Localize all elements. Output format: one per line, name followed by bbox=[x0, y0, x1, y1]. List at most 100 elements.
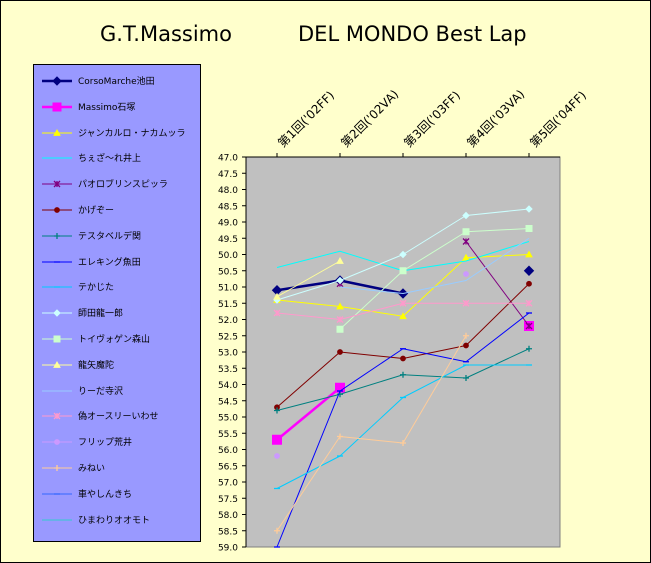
y-tick-label: 47.5 bbox=[218, 170, 238, 180]
y-tick-label: 49.5 bbox=[218, 235, 238, 245]
legend-label: 車やしんきち bbox=[78, 489, 133, 500]
legend-swatch-marker bbox=[54, 465, 60, 471]
y-tick-label: 57.0 bbox=[218, 479, 238, 489]
data-point bbox=[525, 205, 533, 213]
y-tick-label: 47.0 bbox=[218, 154, 238, 164]
data-point bbox=[462, 253, 470, 261]
legend-swatch bbox=[42, 465, 72, 471]
y-tick-label: 50.0 bbox=[218, 251, 238, 261]
legend-swatch bbox=[42, 335, 72, 343]
x-tick-label: 第5回('04FF) bbox=[527, 88, 589, 150]
plot-area bbox=[245, 156, 561, 548]
data-point bbox=[400, 440, 406, 446]
data-point bbox=[523, 265, 535, 276]
data-point bbox=[336, 276, 344, 285]
x-tick-label: 第4回('03VA) bbox=[464, 87, 527, 150]
y-tick-label: 54.5 bbox=[218, 397, 238, 407]
data-point bbox=[336, 256, 344, 264]
data-point bbox=[463, 375, 469, 381]
data-point bbox=[525, 225, 533, 232]
data-point bbox=[336, 316, 344, 323]
data-point bbox=[400, 371, 406, 378]
data-point bbox=[273, 292, 281, 300]
legend-label: エレキング魚田 bbox=[78, 257, 141, 268]
legend-swatch-marker bbox=[53, 412, 61, 420]
legend-item: トイヴォゲン森山 bbox=[34, 329, 200, 349]
y-tick-label: 51.5 bbox=[218, 300, 238, 310]
legend-label: テかじた bbox=[78, 283, 115, 294]
legend-label: 龍矢魔陀 bbox=[78, 360, 115, 371]
series-line bbox=[276, 386, 341, 441]
data-point bbox=[525, 250, 533, 258]
series-line bbox=[276, 335, 467, 532]
legend-item: ひまわりオオモト bbox=[34, 510, 200, 530]
legend-swatch-marker bbox=[53, 309, 61, 317]
y-tick-label: 55.0 bbox=[218, 414, 238, 424]
legend-item: りーだ寺沢 bbox=[34, 381, 200, 401]
y-tick-label: 58.5 bbox=[218, 527, 238, 537]
y-tick-label: 53.5 bbox=[218, 365, 238, 375]
data-point bbox=[400, 355, 406, 362]
y-tick-label: 56.0 bbox=[218, 446, 238, 456]
legend-swatch bbox=[42, 519, 72, 521]
legend-swatch-marker bbox=[53, 335, 61, 343]
data-point bbox=[336, 325, 344, 333]
x-tick-label: 第1回('02FF) bbox=[275, 88, 337, 150]
data-point bbox=[399, 299, 407, 307]
legend-label: ひまわりオオモト bbox=[78, 515, 151, 526]
series-line bbox=[339, 237, 530, 294]
y-tick-label: 51.0 bbox=[218, 284, 238, 294]
data-point bbox=[399, 267, 407, 275]
legend-swatch-marker bbox=[53, 128, 61, 136]
legend-item: テかじた bbox=[34, 277, 200, 297]
legend-label: 偽オースリーいわせ bbox=[78, 412, 159, 423]
data-point bbox=[462, 211, 470, 220]
legend-label: みねい bbox=[78, 464, 106, 474]
series-line bbox=[276, 260, 341, 298]
y-tick-label: 55.5 bbox=[218, 430, 238, 440]
legend-label: 師田龍一郎 bbox=[78, 309, 124, 320]
legend-item: 偽オースリーいわせ bbox=[34, 406, 200, 426]
legend-item: CorsoMarche池田 bbox=[34, 71, 200, 91]
legend-item: みねい bbox=[34, 458, 200, 478]
y-tick-label: 52.5 bbox=[218, 332, 238, 342]
legend-label: ちぇざ～れ井上 bbox=[78, 154, 142, 165]
y-tick-label: 53.0 bbox=[218, 349, 238, 359]
data-point bbox=[399, 250, 407, 259]
legend-swatch bbox=[42, 76, 72, 86]
y-tick-label: 48.5 bbox=[218, 202, 238, 212]
y-tick-label: 52.0 bbox=[218, 316, 238, 326]
legend-swatch bbox=[42, 260, 72, 263]
legend-item: 龍矢魔陀 bbox=[34, 355, 200, 375]
chart-title-left: G.T.Massimo bbox=[100, 22, 232, 46]
data-point bbox=[336, 302, 344, 310]
legend-swatch bbox=[42, 309, 72, 317]
legend-item: パオロブリンスピッラ bbox=[34, 174, 200, 194]
legend-swatch bbox=[42, 493, 72, 495]
y-tick-label: 48.0 bbox=[218, 186, 238, 196]
data-point bbox=[337, 433, 343, 440]
data-point bbox=[274, 527, 280, 534]
y-tick-label: 56.5 bbox=[218, 462, 238, 472]
y-tick-label: 57.5 bbox=[218, 495, 238, 505]
data-point bbox=[463, 332, 469, 339]
legend-item: エレキング魚田 bbox=[34, 252, 200, 272]
legend-swatch bbox=[42, 439, 72, 446]
legend-swatch bbox=[42, 157, 72, 159]
chart-legend: CorsoMarche池田 Massimo石塚 ジャンカルロ・ナカムッラ ちぇざ～れ井… bbox=[33, 64, 201, 542]
legend-swatch-marker bbox=[54, 439, 60, 446]
data-point bbox=[463, 271, 469, 277]
y-tick-label: 54.0 bbox=[218, 381, 238, 391]
data-point bbox=[525, 299, 533, 307]
legend-label: フリップ荒井 bbox=[78, 438, 133, 449]
legend-label: ジャンカルロ・ナカムッラ bbox=[78, 128, 186, 139]
data-point bbox=[525, 322, 533, 330]
data-point bbox=[337, 349, 343, 355]
legend-label: パオロブリンスピッラ bbox=[78, 180, 168, 191]
data-point bbox=[463, 342, 469, 349]
legend-label: りーだ寺沢 bbox=[78, 386, 124, 397]
data-point bbox=[399, 312, 407, 320]
legend-label: テスタベルデ関 bbox=[78, 231, 142, 242]
data-point bbox=[526, 280, 532, 287]
